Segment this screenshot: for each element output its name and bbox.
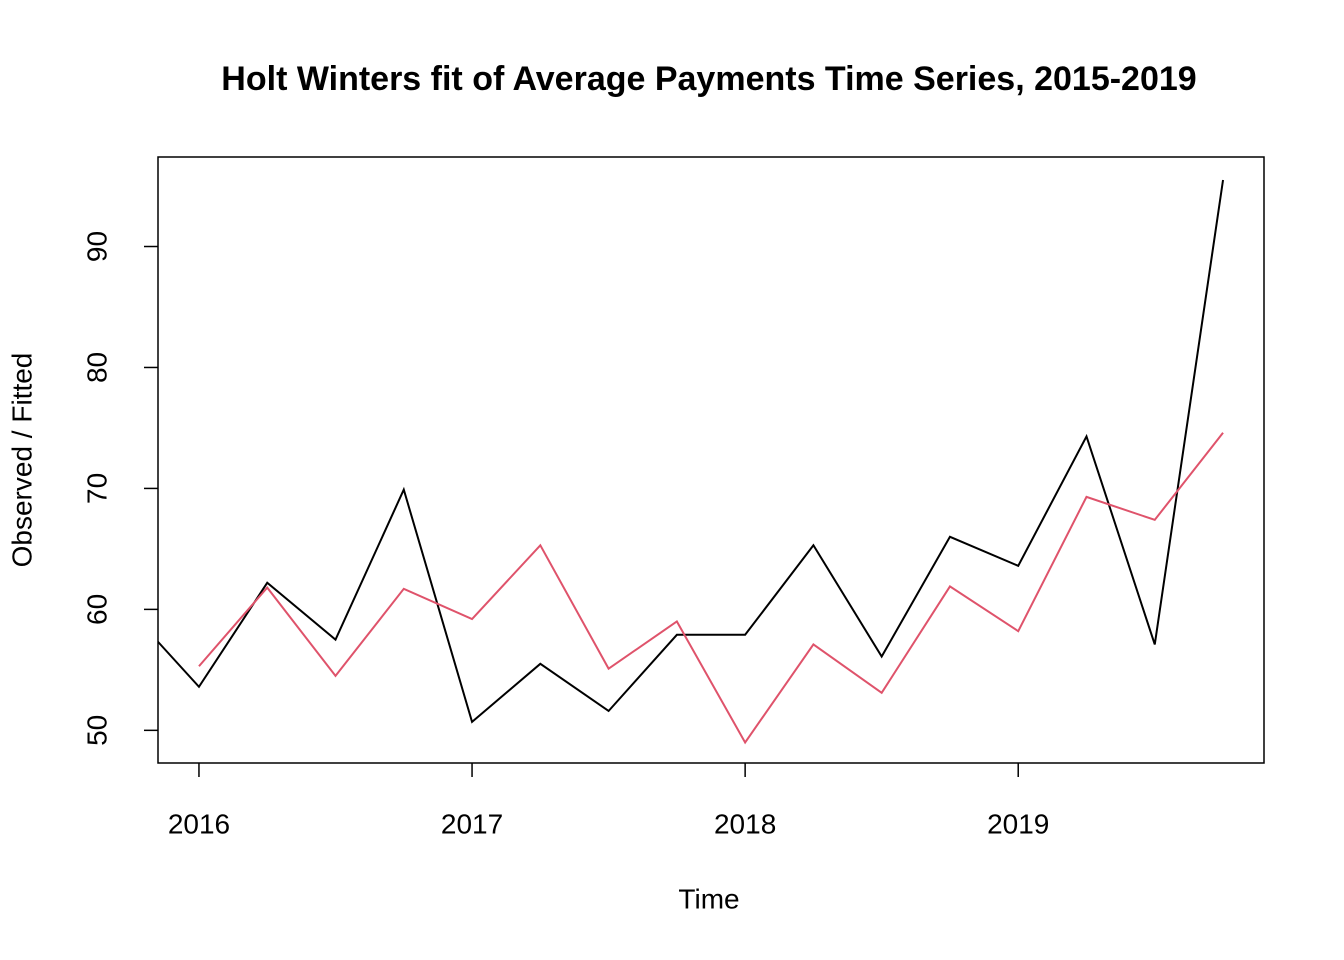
y-tick-label: 80 (81, 352, 112, 383)
x-tick-label: 2016 (168, 808, 230, 839)
x-axis-label: Time (678, 883, 739, 914)
y-tick-label: 70 (81, 473, 112, 504)
y-tick-label: 50 (81, 715, 112, 746)
y-tick-label: 60 (81, 594, 112, 625)
y-tick-label: 90 (81, 231, 112, 262)
plot-frame (157, 156, 1265, 764)
plot-area (158, 179, 1225, 745)
x-tick-label: 2018 (714, 808, 776, 839)
chart-title: Holt Winters fit of Average Payments Tim… (221, 60, 1196, 98)
x-tick-label: 2019 (987, 808, 1049, 839)
series-line (198, 432, 1224, 745)
y-axis-label: Observed / Fitted (6, 353, 37, 568)
x-tick-label: 2017 (441, 808, 503, 839)
series-line (158, 179, 1225, 724)
